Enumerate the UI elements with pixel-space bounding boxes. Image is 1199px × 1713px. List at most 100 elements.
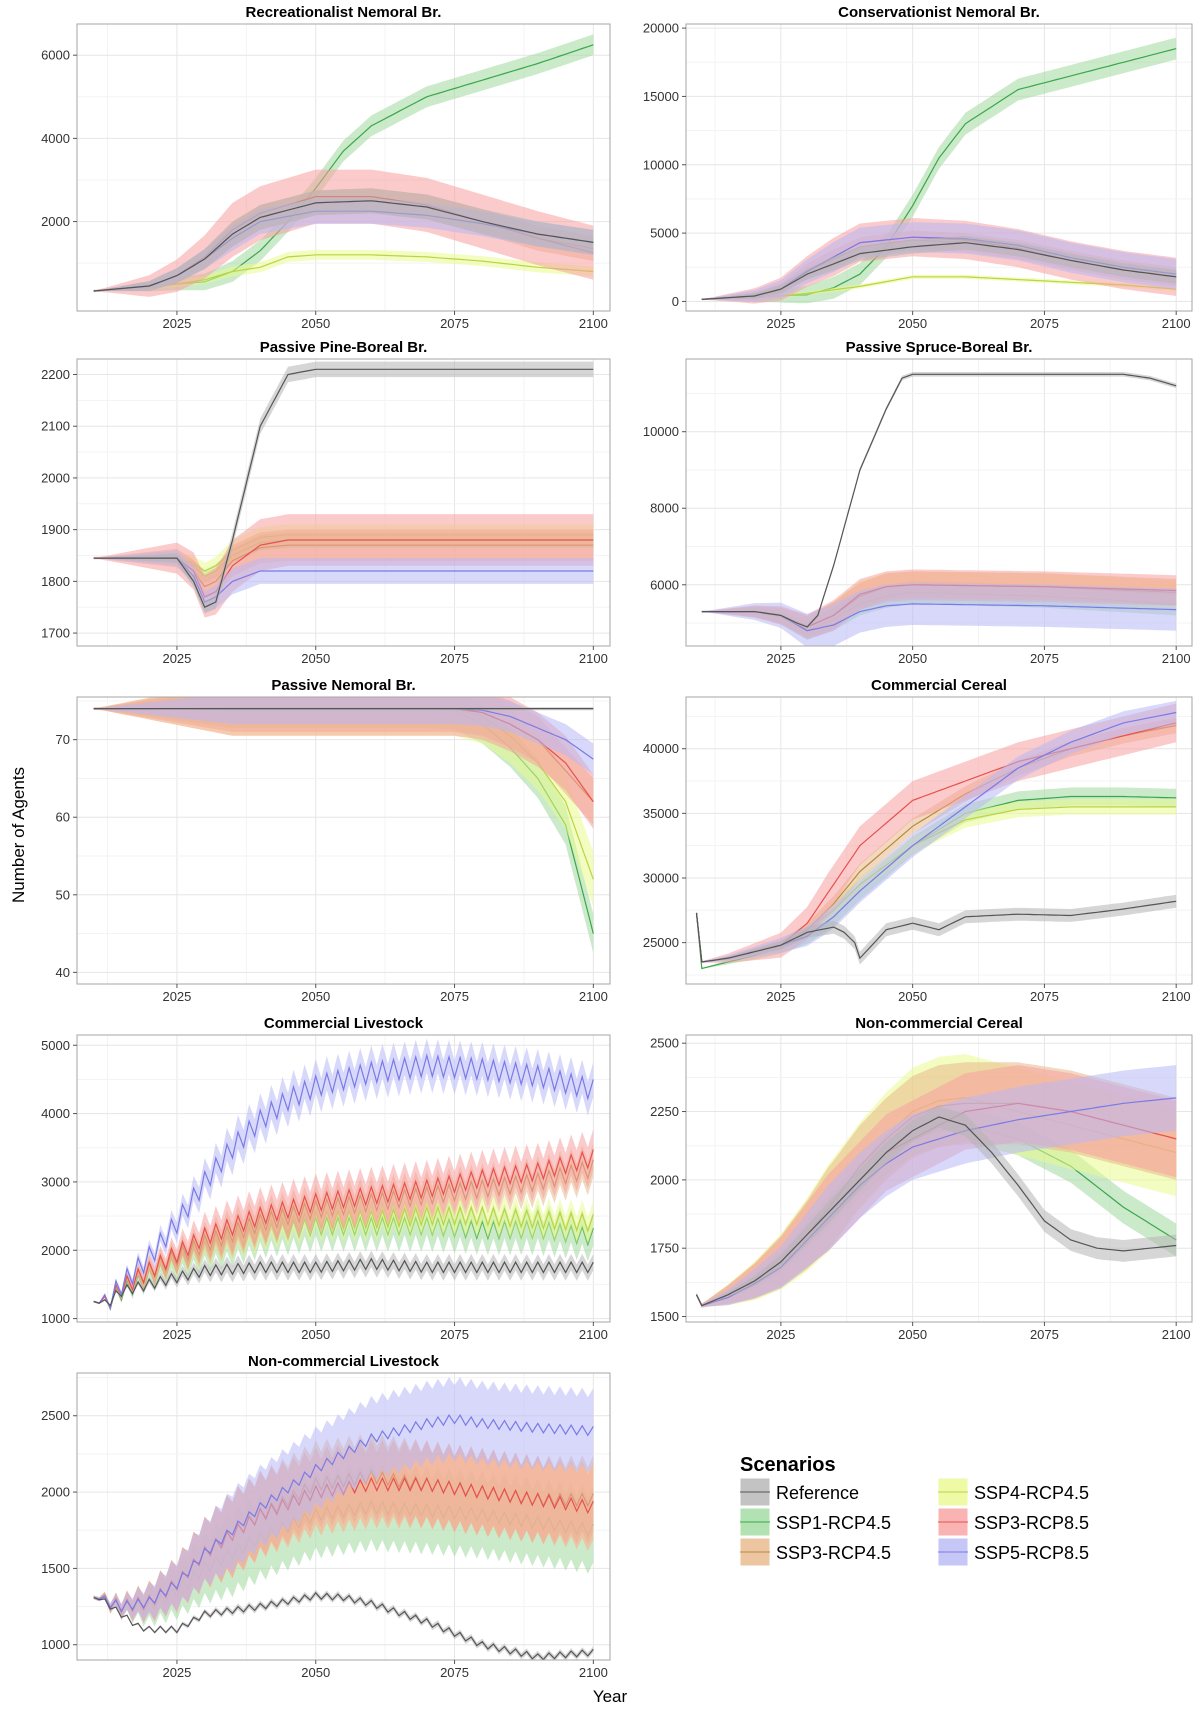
y-tick-label: 70 xyxy=(56,732,70,747)
x-tick-label: 2075 xyxy=(440,989,469,1004)
y-tick-label: 1700 xyxy=(41,626,70,641)
x-tick-label: 2100 xyxy=(1162,651,1191,666)
series-line xyxy=(695,1116,1177,1307)
x-tick-label: 2050 xyxy=(898,316,927,331)
x-tick-label: 2050 xyxy=(898,1327,927,1342)
plot-frame xyxy=(685,23,1193,312)
x-tick-label: 2025 xyxy=(766,989,795,1004)
plot-frame xyxy=(76,23,611,312)
y-tick-label: 2000 xyxy=(41,1243,70,1258)
confidence-band xyxy=(701,582,1177,646)
y-tick-label: 1800 xyxy=(41,574,70,589)
y-tick-label: 10000 xyxy=(643,424,679,439)
plot-frame xyxy=(685,696,1193,985)
confidence-band xyxy=(93,697,594,775)
confidence-band xyxy=(701,274,1177,300)
y-tick-label: 1500 xyxy=(650,1309,679,1324)
x-tick-label: 2025 xyxy=(766,316,795,331)
x-tick-label: 2025 xyxy=(162,989,191,1004)
x-tick-label: 2100 xyxy=(579,316,608,331)
x-tick-label: 2075 xyxy=(440,1665,469,1680)
x-tick-label: 2025 xyxy=(162,1665,191,1680)
series-line xyxy=(93,1257,594,1307)
series-line xyxy=(93,1053,594,1311)
x-tick-label: 2075 xyxy=(440,316,469,331)
y-tick-label: 6000 xyxy=(650,577,679,592)
x-tick-label: 2075 xyxy=(1030,651,1059,666)
confidence-band xyxy=(93,1038,594,1311)
series-line xyxy=(93,1413,594,1613)
y-tick-label: 60 xyxy=(56,810,70,825)
legend-title: Scenarios xyxy=(740,1454,836,1476)
y-tick-label: 2000 xyxy=(41,1485,70,1500)
series-line xyxy=(695,900,1177,963)
plot-frame xyxy=(685,358,1193,647)
confidence-band xyxy=(93,1193,594,1310)
chart-panel: 2025 2050 2075 2100 0 5000 10000 15000 20000 Cons… xyxy=(643,4,1193,331)
x-tick-label: 2050 xyxy=(898,651,927,666)
panel-title: Non-commercial Cereal xyxy=(855,1015,1023,1032)
series-line xyxy=(93,1591,594,1660)
x-tick-label: 2100 xyxy=(1162,989,1191,1004)
confidence-band xyxy=(93,1129,594,1311)
legend-label: SSP5-RCP8.5 xyxy=(974,1543,1089,1563)
plot-frame xyxy=(76,358,611,647)
y-tick-label: 25000 xyxy=(643,935,679,950)
x-tick-label: 2075 xyxy=(1030,989,1059,1004)
confidence-band xyxy=(93,697,594,829)
y-axis-title: Number of Agents xyxy=(9,767,28,903)
x-tick-label: 2075 xyxy=(440,1327,469,1342)
y-tick-label: 1500 xyxy=(41,1561,70,1576)
y-tick-label: 40000 xyxy=(643,741,679,756)
panel-title: Passive Nemoral Br. xyxy=(271,677,415,694)
plot-background xyxy=(77,359,610,646)
x-tick-label: 2050 xyxy=(898,989,927,1004)
panel-title: Commercial Cereal xyxy=(871,677,1007,694)
x-tick-label: 2100 xyxy=(1162,1327,1191,1342)
plot-frame xyxy=(76,1372,611,1661)
x-tick-label: 2050 xyxy=(301,1665,330,1680)
confidence-band xyxy=(93,169,594,297)
x-tick-label: 2075 xyxy=(1030,316,1059,331)
panel-title: Non-commercial Livestock xyxy=(248,1353,440,1370)
confidence-band xyxy=(93,1377,594,1622)
confidence-band xyxy=(93,1440,594,1623)
chart-panel: 2025 2050 2075 2100 1700 1800 1900 2000 2100 2200… xyxy=(41,339,611,666)
legend-label: SSP1-RCP4.5 xyxy=(776,1513,891,1533)
x-axis-title: Year xyxy=(593,1687,628,1706)
y-tick-label: 1750 xyxy=(650,1241,679,1256)
chart-panel: 2025 2050 2075 2100 2000 4000 6000 Recreational… xyxy=(41,4,611,331)
x-tick-label: 2075 xyxy=(440,651,469,666)
plot-frame xyxy=(76,1034,611,1323)
x-tick-label: 2050 xyxy=(301,1327,330,1342)
x-tick-label: 2050 xyxy=(301,316,330,331)
chart-panel: 2025 2050 2075 2100 40 50 60 70 Passive Nemoral … xyxy=(56,677,611,1004)
y-tick-label: 8000 xyxy=(650,501,679,516)
legend-label: SSP3-RCP8.5 xyxy=(974,1513,1089,1533)
x-tick-label: 2025 xyxy=(162,316,191,331)
x-tick-label: 2100 xyxy=(1162,316,1191,331)
y-tick-label: 20000 xyxy=(643,21,679,36)
panel-title: Conservationist Nemoral Br. xyxy=(838,4,1040,21)
y-tick-label: 10000 xyxy=(643,157,679,172)
series-line xyxy=(701,242,1177,300)
plot-frame xyxy=(76,696,611,985)
y-tick-label: 1900 xyxy=(41,522,70,537)
x-tick-label: 2100 xyxy=(579,1665,608,1680)
confidence-band xyxy=(701,37,1177,304)
y-tick-label: 2000 xyxy=(41,470,70,485)
series-line xyxy=(93,200,594,292)
confidence-band xyxy=(696,894,1177,965)
y-tick-label: 2100 xyxy=(41,419,70,434)
y-tick-label: 2000 xyxy=(650,1172,679,1187)
y-tick-label: 2000 xyxy=(41,214,70,229)
legend-label: SSP3-RCP4.5 xyxy=(776,1543,891,1563)
series-line xyxy=(93,368,594,609)
y-tick-label: 35000 xyxy=(643,806,679,821)
confidence-band xyxy=(93,188,594,292)
y-tick-label: 4000 xyxy=(41,131,70,146)
y-tick-label: 5000 xyxy=(650,226,679,241)
x-tick-label: 2050 xyxy=(301,651,330,666)
confidence-band xyxy=(701,235,1177,300)
